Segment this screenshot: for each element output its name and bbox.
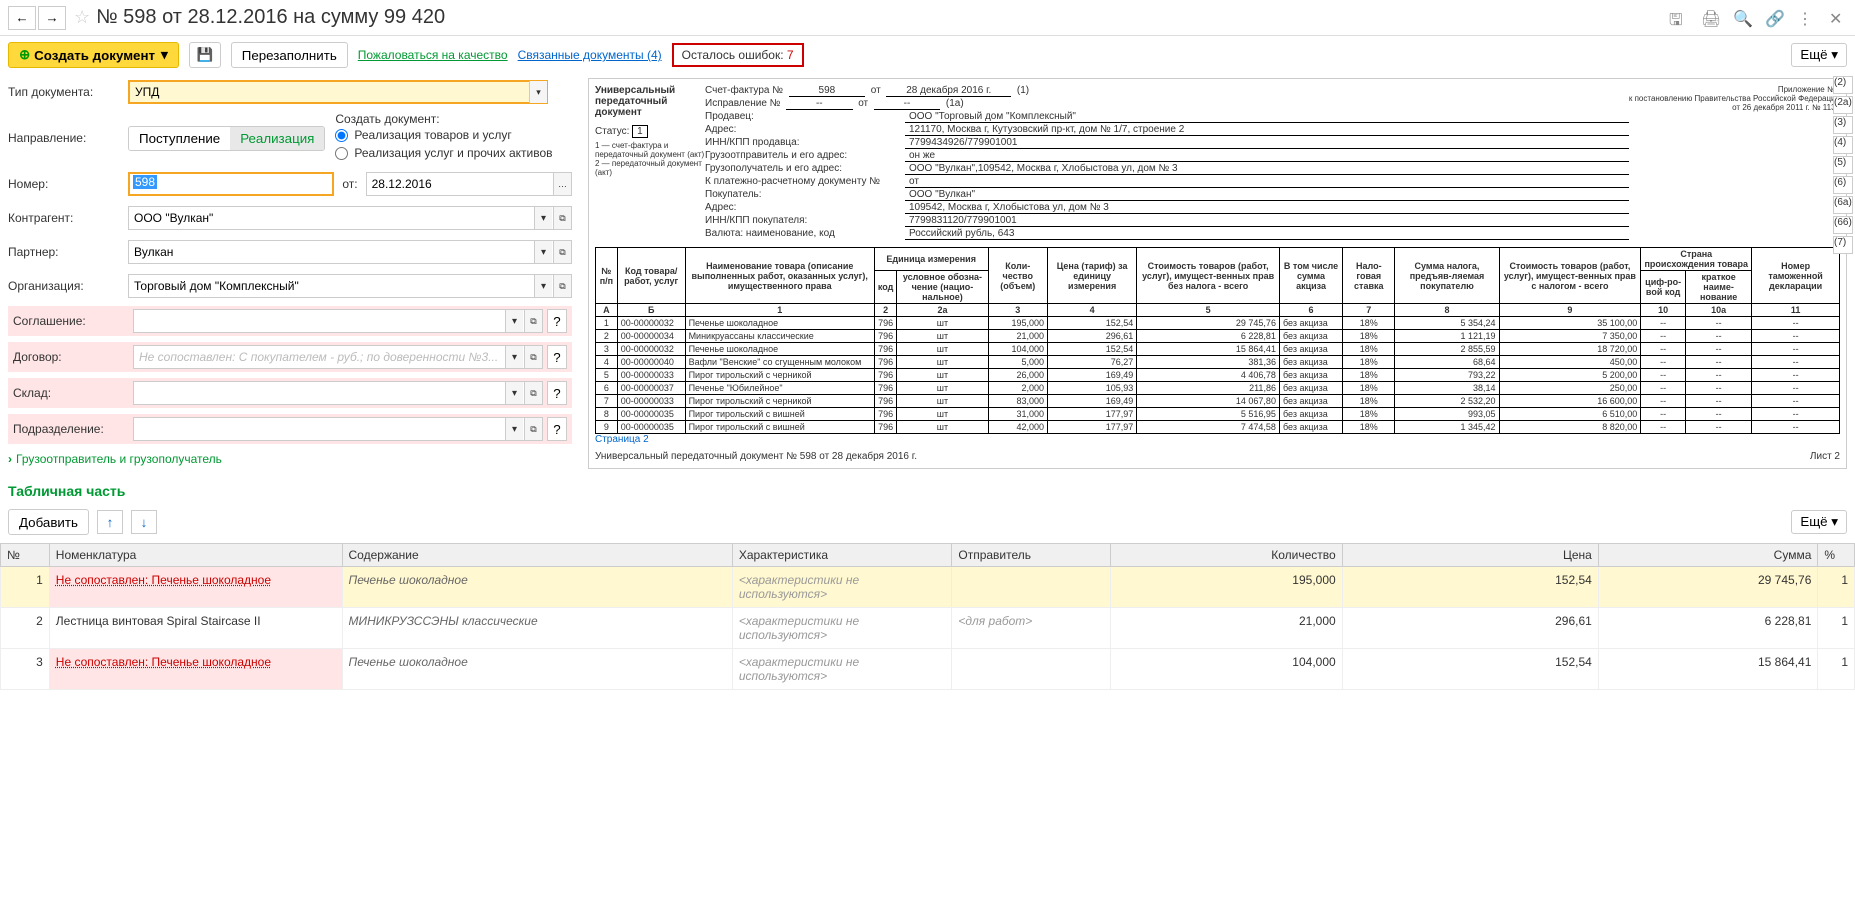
contr-label: Контрагент: <box>8 211 128 225</box>
move-down-button[interactable]: ↓ <box>131 510 157 534</box>
line-ref: (4) <box>1833 136 1853 154</box>
direction-in-button[interactable]: Поступление <box>129 127 230 150</box>
line-ref: (2a) <box>1833 96 1853 114</box>
doc-items-table: № п/п Код товара/ работ, услуг Наименова… <box>595 247 1840 434</box>
save-button[interactable]: 💾 <box>189 42 221 68</box>
line-ref: (6a) <box>1833 196 1853 214</box>
date-input[interactable] <box>366 172 572 196</box>
grid-more-button[interactable]: Ещё ▾ <box>1791 510 1847 534</box>
pod-help[interactable]: ? <box>547 417 567 441</box>
shipper-section-toggle[interactable]: Грузоотправитель и грузополучатель <box>8 452 572 466</box>
number-input[interactable] <box>128 172 334 196</box>
pod-label: Подразделение: <box>13 422 133 436</box>
dogovor-open[interactable]: ▾ <box>505 346 523 368</box>
line-ref: (3) <box>1833 116 1853 134</box>
doc-type-dropdown[interactable]: ▾ <box>529 81 547 103</box>
agree-ref[interactable]: ⧉ <box>524 310 542 332</box>
doc-table-row: 700-00000033Пирог тирольский с черникой7… <box>596 395 1840 408</box>
doc-table-row: 600-00000037Печенье "Юбилейное"796шт2,00… <box>596 382 1840 395</box>
doc-table-row: 500-00000033Пирог тирольский с черникой7… <box>596 369 1840 382</box>
doc-type-label: Тип документа: <box>8 85 128 99</box>
number-label: Номер: <box>8 177 128 191</box>
contr-open[interactable]: ▾ <box>534 207 552 229</box>
pod-input[interactable] <box>133 417 543 441</box>
dogovor-ref[interactable]: ⧉ <box>524 346 542 368</box>
partner-ref[interactable]: ⧉ <box>553 241 571 263</box>
create-doc-sublabel: Создать документ: <box>335 112 552 126</box>
add-row-button[interactable]: Добавить <box>8 509 89 535</box>
grid-row[interactable]: 3Не сопоставлен: Печенье шоколадноеПечен… <box>1 649 1855 690</box>
line-ref: (6) <box>1833 176 1853 194</box>
doc-type-input[interactable] <box>128 80 548 104</box>
line-ref: (5) <box>1833 156 1853 174</box>
doc-table-row: 400-00000040Вафли "Венские" со сгущенным… <box>596 356 1840 369</box>
grid-row[interactable]: 1Не сопоставлен: Печенье шоколадноеПечен… <box>1 567 1855 608</box>
page-title: № 598 от 28.12.2016 на сумму 99 420 <box>96 6 1669 29</box>
sklad-label: Склад: <box>13 386 133 400</box>
link-icon[interactable]: 🔗 <box>1765 9 1783 27</box>
radio-services[interactable] <box>335 147 348 160</box>
partner-input[interactable] <box>128 240 572 264</box>
doc-table-row: 800-00000035Пирог тирольский с вишней796… <box>596 408 1840 421</box>
table-section-header: Табличная часть <box>8 483 1847 499</box>
contr-input[interactable] <box>128 206 572 230</box>
line-ref: (2) <box>1833 76 1853 94</box>
direction-label: Направление: <box>8 131 128 145</box>
partner-open[interactable]: ▾ <box>534 241 552 263</box>
sklad-input[interactable] <box>133 381 543 405</box>
agree-help[interactable]: ? <box>547 309 567 333</box>
agree-input[interactable] <box>133 309 543 333</box>
doc-table-row: 300-00000032Печенье шоколадное796шт104,0… <box>596 343 1840 356</box>
sklad-help[interactable]: ? <box>547 381 567 405</box>
complain-link[interactable]: Пожаловаться на качество <box>358 48 508 62</box>
pod-ref[interactable]: ⧉ <box>524 418 542 440</box>
close-icon[interactable]: ✕ <box>1829 9 1847 27</box>
agree-label: Соглашение: <box>13 314 133 328</box>
refill-button[interactable]: Перезаполнить <box>231 42 348 68</box>
nav-forward-button[interactable]: → <box>38 6 66 30</box>
direction-out-button[interactable]: Реализация <box>230 127 324 150</box>
org-input[interactable] <box>128 274 572 298</box>
agree-open[interactable]: ▾ <box>505 310 523 332</box>
radio-goods[interactable] <box>335 129 348 142</box>
dogovor-help[interactable]: ? <box>547 345 567 369</box>
org-label: Организация: <box>8 279 128 293</box>
document-preview: Универсальный передаточный документ Стат… <box>588 78 1847 469</box>
print-icon[interactable]: 🖨 <box>1701 9 1719 27</box>
preview-icon[interactable]: 🔍 <box>1733 9 1751 27</box>
favorite-star-icon[interactable]: ☆ <box>74 7 90 28</box>
nav-back-button[interactable]: ← <box>8 6 36 30</box>
doc-table-row: 900-00000035Пирог тирольский с вишней796… <box>596 421 1840 434</box>
line-ref: (66) <box>1833 216 1853 234</box>
doc-table-row: 100-00000032Печенье шоколадное796шт195,0… <box>596 317 1840 330</box>
errors-remaining-badge: Осталось ошибок: 7 <box>672 43 804 67</box>
sklad-ref[interactable]: ⧉ <box>524 382 542 404</box>
org-open[interactable]: ▾ <box>534 275 552 297</box>
line-ref: (7) <box>1833 236 1853 254</box>
move-up-button[interactable]: ↑ <box>97 510 123 534</box>
dogovor-label: Договор: <box>13 350 133 364</box>
grid-row[interactable]: 2Лестница винтовая Spiral Staircase IIМИ… <box>1 608 1855 649</box>
org-ref[interactable]: ⧉ <box>553 275 571 297</box>
contr-ref[interactable]: ⧉ <box>553 207 571 229</box>
more-button[interactable]: Ещё ▾ <box>1791 43 1847 67</box>
page-2-link[interactable]: Страница 2 <box>595 434 649 445</box>
partner-label: Партнер: <box>8 245 128 259</box>
date-picker-button[interactable]: … <box>553 173 571 195</box>
items-grid: № Номенклатура Содержание Характеристика… <box>0 543 1855 690</box>
doc-table-row: 200-00000034Миникруассаны классические79… <box>596 330 1840 343</box>
create-document-button[interactable]: ⊕Создать документ▾ <box>8 42 179 68</box>
save-icon[interactable]: 🖫 <box>1669 9 1687 27</box>
dogovor-input[interactable] <box>133 345 543 369</box>
related-docs-link[interactable]: Связанные документы (4) <box>518 48 662 62</box>
pod-open[interactable]: ▾ <box>505 418 523 440</box>
menu-icon[interactable]: ⋮ <box>1797 9 1815 27</box>
from-label: от: <box>342 177 357 191</box>
sklad-open[interactable]: ▾ <box>505 382 523 404</box>
